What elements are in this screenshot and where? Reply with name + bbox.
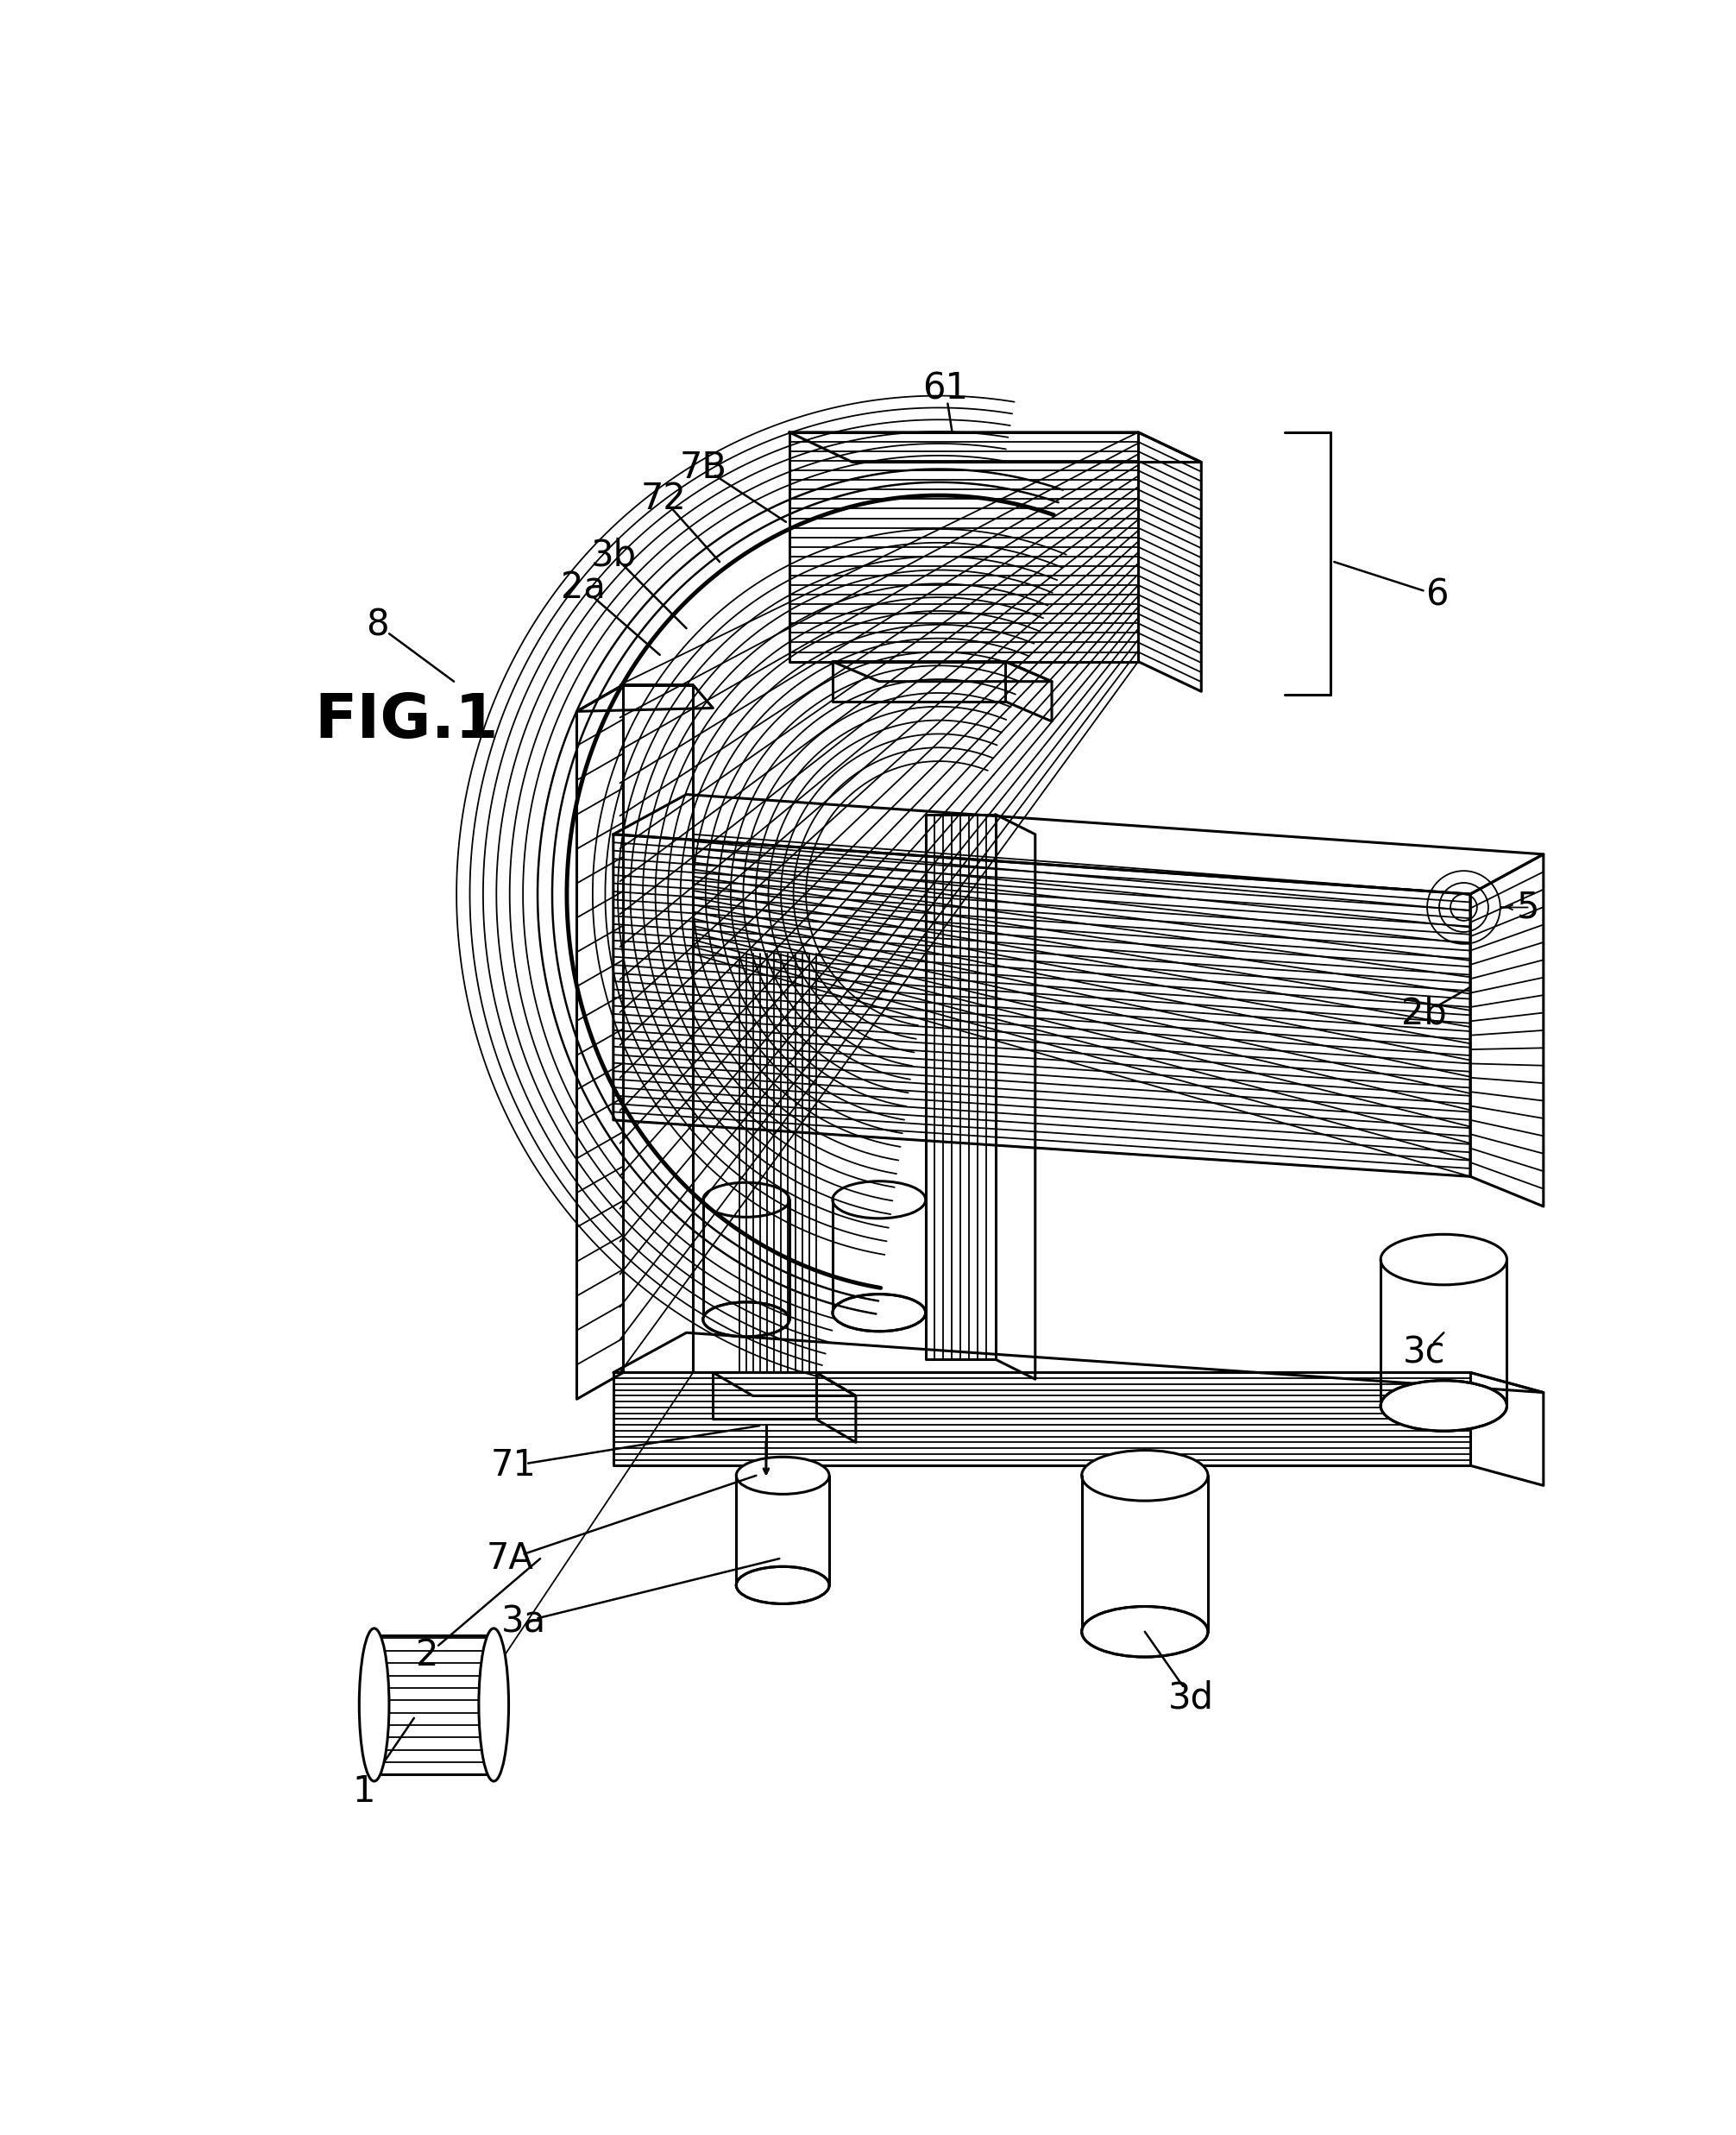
Text: 2a: 2a: [561, 570, 606, 606]
Ellipse shape: [703, 1183, 790, 1217]
Text: 7A: 7A: [486, 1541, 535, 1578]
Text: 2: 2: [417, 1638, 439, 1674]
Text: 3c: 3c: [1403, 1334, 1444, 1371]
Text: 71: 71: [491, 1448, 536, 1484]
Text: 6: 6: [1425, 576, 1448, 613]
Ellipse shape: [833, 1294, 925, 1332]
Text: 2b: 2b: [1401, 995, 1446, 1031]
Ellipse shape: [736, 1567, 830, 1603]
Text: FIG.1: FIG.1: [314, 692, 498, 752]
Text: 61: 61: [922, 371, 969, 408]
Text: 1: 1: [352, 1772, 375, 1808]
Ellipse shape: [1380, 1381, 1507, 1430]
Ellipse shape: [736, 1456, 830, 1494]
Ellipse shape: [1082, 1450, 1208, 1501]
Text: 3b: 3b: [590, 538, 635, 574]
Ellipse shape: [1380, 1234, 1507, 1285]
Ellipse shape: [703, 1302, 790, 1337]
Ellipse shape: [479, 1629, 509, 1781]
Text: 7B: 7B: [679, 448, 727, 485]
Text: 3d: 3d: [1168, 1680, 1213, 1717]
Text: 3a: 3a: [502, 1603, 547, 1640]
Text: 8: 8: [366, 606, 389, 643]
Ellipse shape: [1082, 1606, 1208, 1657]
Text: 72: 72: [641, 480, 686, 517]
Ellipse shape: [359, 1629, 389, 1781]
Text: 5: 5: [1517, 890, 1540, 927]
Ellipse shape: [833, 1181, 925, 1219]
